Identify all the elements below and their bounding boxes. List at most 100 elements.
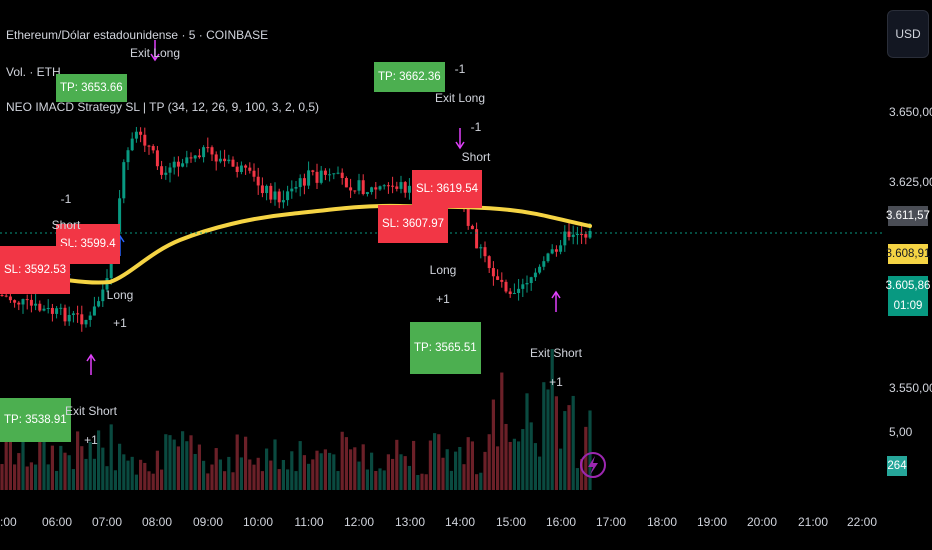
volume-bar	[571, 395, 575, 490]
volume-bar	[340, 431, 344, 490]
volume-bar	[8, 439, 12, 490]
volume-bar	[122, 454, 126, 490]
ma-price-tag: 3.608,91	[886, 244, 930, 264]
candle-body	[323, 170, 327, 175]
candle-body	[164, 172, 168, 175]
volume-bar	[420, 473, 424, 490]
candle-body	[496, 276, 500, 280]
lightning-icon[interactable]	[580, 452, 606, 478]
candle-body	[71, 313, 75, 315]
volume-bar	[0, 464, 4, 490]
candle-body	[160, 166, 164, 175]
y-tick: 5,00	[889, 425, 913, 439]
volume-bar	[529, 422, 533, 490]
volume-bar	[361, 444, 365, 490]
time-tick: 10:00	[242, 515, 274, 529]
volume-bar	[63, 452, 67, 490]
volume-bar	[512, 438, 516, 490]
volume-bar	[307, 463, 311, 490]
volume-bar	[504, 423, 508, 490]
trade-label: Exit Short	[529, 346, 583, 360]
candle-body	[554, 249, 558, 252]
candle-body	[588, 230, 592, 238]
candle-body	[29, 299, 33, 306]
candle-body	[181, 163, 185, 167]
candle-body	[391, 185, 395, 187]
candle-body	[256, 176, 260, 186]
volume-bar	[185, 441, 189, 490]
candle-body	[118, 198, 122, 232]
candle-body	[407, 185, 411, 193]
volume-bar	[458, 446, 462, 490]
volume-bar	[193, 453, 197, 490]
candle-body	[214, 154, 218, 162]
candle-body	[139, 131, 143, 135]
candle-body	[525, 283, 529, 285]
candle-body	[218, 158, 222, 162]
volume-bar	[17, 453, 21, 490]
stop-loss-box: SL: 3592.53	[0, 246, 71, 294]
candle-body	[67, 314, 71, 322]
volume-bar	[231, 472, 235, 490]
time-tick: 06:00	[41, 515, 73, 529]
candle-body	[374, 187, 378, 190]
volume-bar	[454, 451, 458, 490]
candle-body	[500, 279, 504, 282]
volume-bar	[256, 457, 260, 490]
volume-bar	[542, 382, 546, 490]
trade-label: Long	[106, 288, 134, 302]
time-tick: 17:00	[595, 515, 627, 529]
candle-body	[332, 173, 336, 175]
volume-bar	[88, 441, 92, 490]
arrow-down-icon	[455, 128, 465, 150]
candle-body	[290, 188, 294, 192]
candle-body	[25, 299, 29, 301]
volume-bar	[235, 434, 239, 490]
candle-body	[302, 178, 306, 186]
candle-body	[340, 172, 344, 179]
trade-label: Exit Short	[64, 404, 118, 418]
trade-label: Exit Long	[129, 46, 181, 60]
symbol-title[interactable]: Ethereum/Dólar estadounidense · 5 · COIN…	[6, 28, 269, 42]
volume-bar	[218, 459, 222, 490]
candle-body	[512, 292, 516, 295]
strategy-indicator-title[interactable]: NEO IMACD Strategy SL | TP (34, 12, 26, …	[6, 100, 320, 114]
candle-body	[286, 191, 290, 201]
trade-label: +1	[113, 316, 127, 330]
volume-bar	[584, 426, 588, 490]
volume-bar	[55, 470, 59, 490]
volume-bar	[34, 464, 38, 490]
last-price-tag: 3.605,86	[886, 276, 930, 296]
volume-bar	[374, 470, 378, 490]
candle-body	[210, 147, 214, 155]
candle-body	[328, 174, 332, 176]
candle-body	[315, 171, 319, 183]
candle-body	[92, 306, 96, 316]
candle-body	[63, 307, 67, 322]
time-tick: 09:00	[192, 515, 224, 529]
currency-button[interactable]: USD	[887, 10, 929, 58]
volume-bar	[164, 434, 168, 490]
volume-bar	[475, 474, 479, 490]
volume-bar	[580, 459, 584, 490]
volume-bar	[67, 455, 71, 490]
time-tick: 16:00	[545, 515, 577, 529]
volume-bar	[323, 449, 327, 490]
volume-bar	[42, 433, 46, 490]
volume-bar	[412, 440, 416, 490]
volume-indicator-title[interactable]: Vol. · ETH	[6, 65, 61, 79]
candle-body	[483, 247, 487, 257]
candle-body	[227, 159, 231, 162]
volume-bar	[407, 465, 411, 490]
candle-body	[88, 315, 92, 320]
countdown-tag: 01:09	[888, 296, 928, 316]
candle-body	[126, 150, 130, 163]
volume-bar	[130, 456, 134, 490]
candle-body	[97, 301, 101, 307]
volume-bar	[588, 410, 592, 490]
volume-bar	[80, 446, 84, 490]
volume-bar	[433, 433, 437, 490]
volume-bar	[92, 458, 96, 490]
moving-average-line	[0, 203, 592, 285]
